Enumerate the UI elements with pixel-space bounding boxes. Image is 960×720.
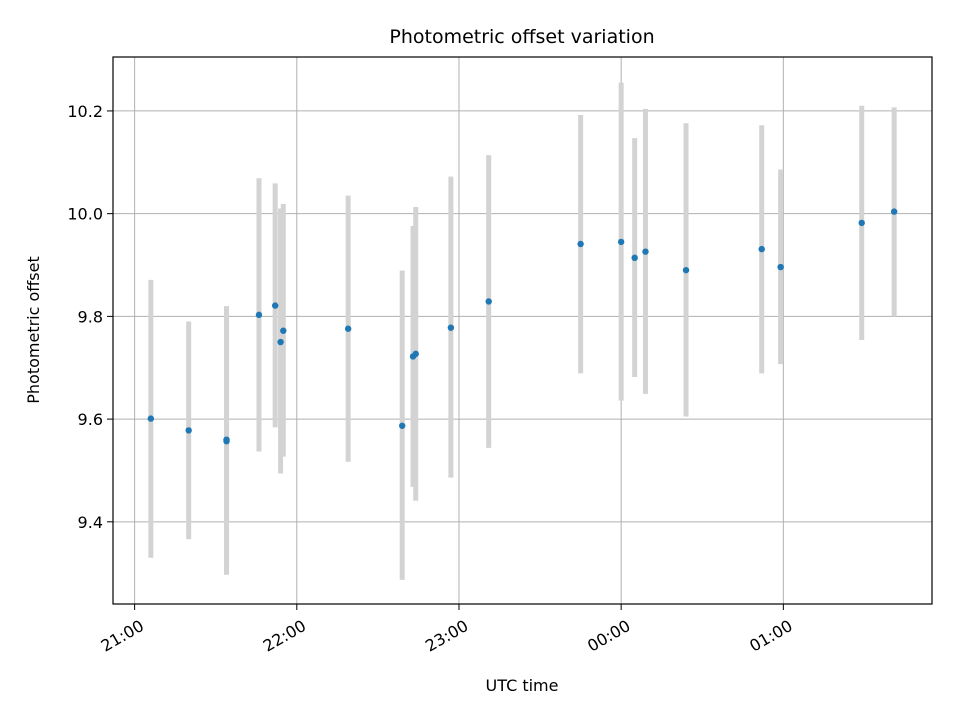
data-point bbox=[485, 298, 492, 305]
data-point bbox=[277, 338, 284, 346]
y-tick-label: 9.4 bbox=[78, 513, 103, 532]
y-tick-label: 10.0 bbox=[67, 205, 103, 224]
plot-frame bbox=[112, 56, 933, 605]
data-point bbox=[577, 240, 584, 248]
data-point bbox=[447, 324, 455, 331]
data-point bbox=[271, 302, 279, 309]
data-point bbox=[412, 350, 419, 358]
data-point bbox=[890, 208, 898, 215]
data-point bbox=[399, 422, 406, 429]
data-point bbox=[280, 327, 287, 334]
data-point bbox=[631, 254, 638, 262]
data-point bbox=[617, 238, 625, 246]
data-point bbox=[185, 427, 192, 434]
data-points bbox=[147, 208, 898, 445]
y-tick-label: 9.6 bbox=[78, 410, 103, 429]
x-axis-label: UTC time bbox=[486, 676, 559, 695]
data-point bbox=[682, 266, 690, 274]
data-point bbox=[255, 311, 263, 319]
data-point bbox=[642, 248, 649, 255]
y-tick-label: 10.2 bbox=[67, 102, 103, 121]
data-point bbox=[858, 219, 865, 227]
data-point bbox=[223, 436, 230, 443]
data-point bbox=[344, 325, 352, 332]
y-tick-label: 9.8 bbox=[78, 307, 103, 326]
grid bbox=[113, 57, 932, 604]
data-point bbox=[777, 263, 784, 271]
data-point bbox=[758, 245, 765, 253]
chart-title: Photometric offset variation bbox=[389, 26, 654, 48]
data-point bbox=[147, 415, 155, 422]
y-axis-label: Photometric offset bbox=[24, 256, 43, 404]
